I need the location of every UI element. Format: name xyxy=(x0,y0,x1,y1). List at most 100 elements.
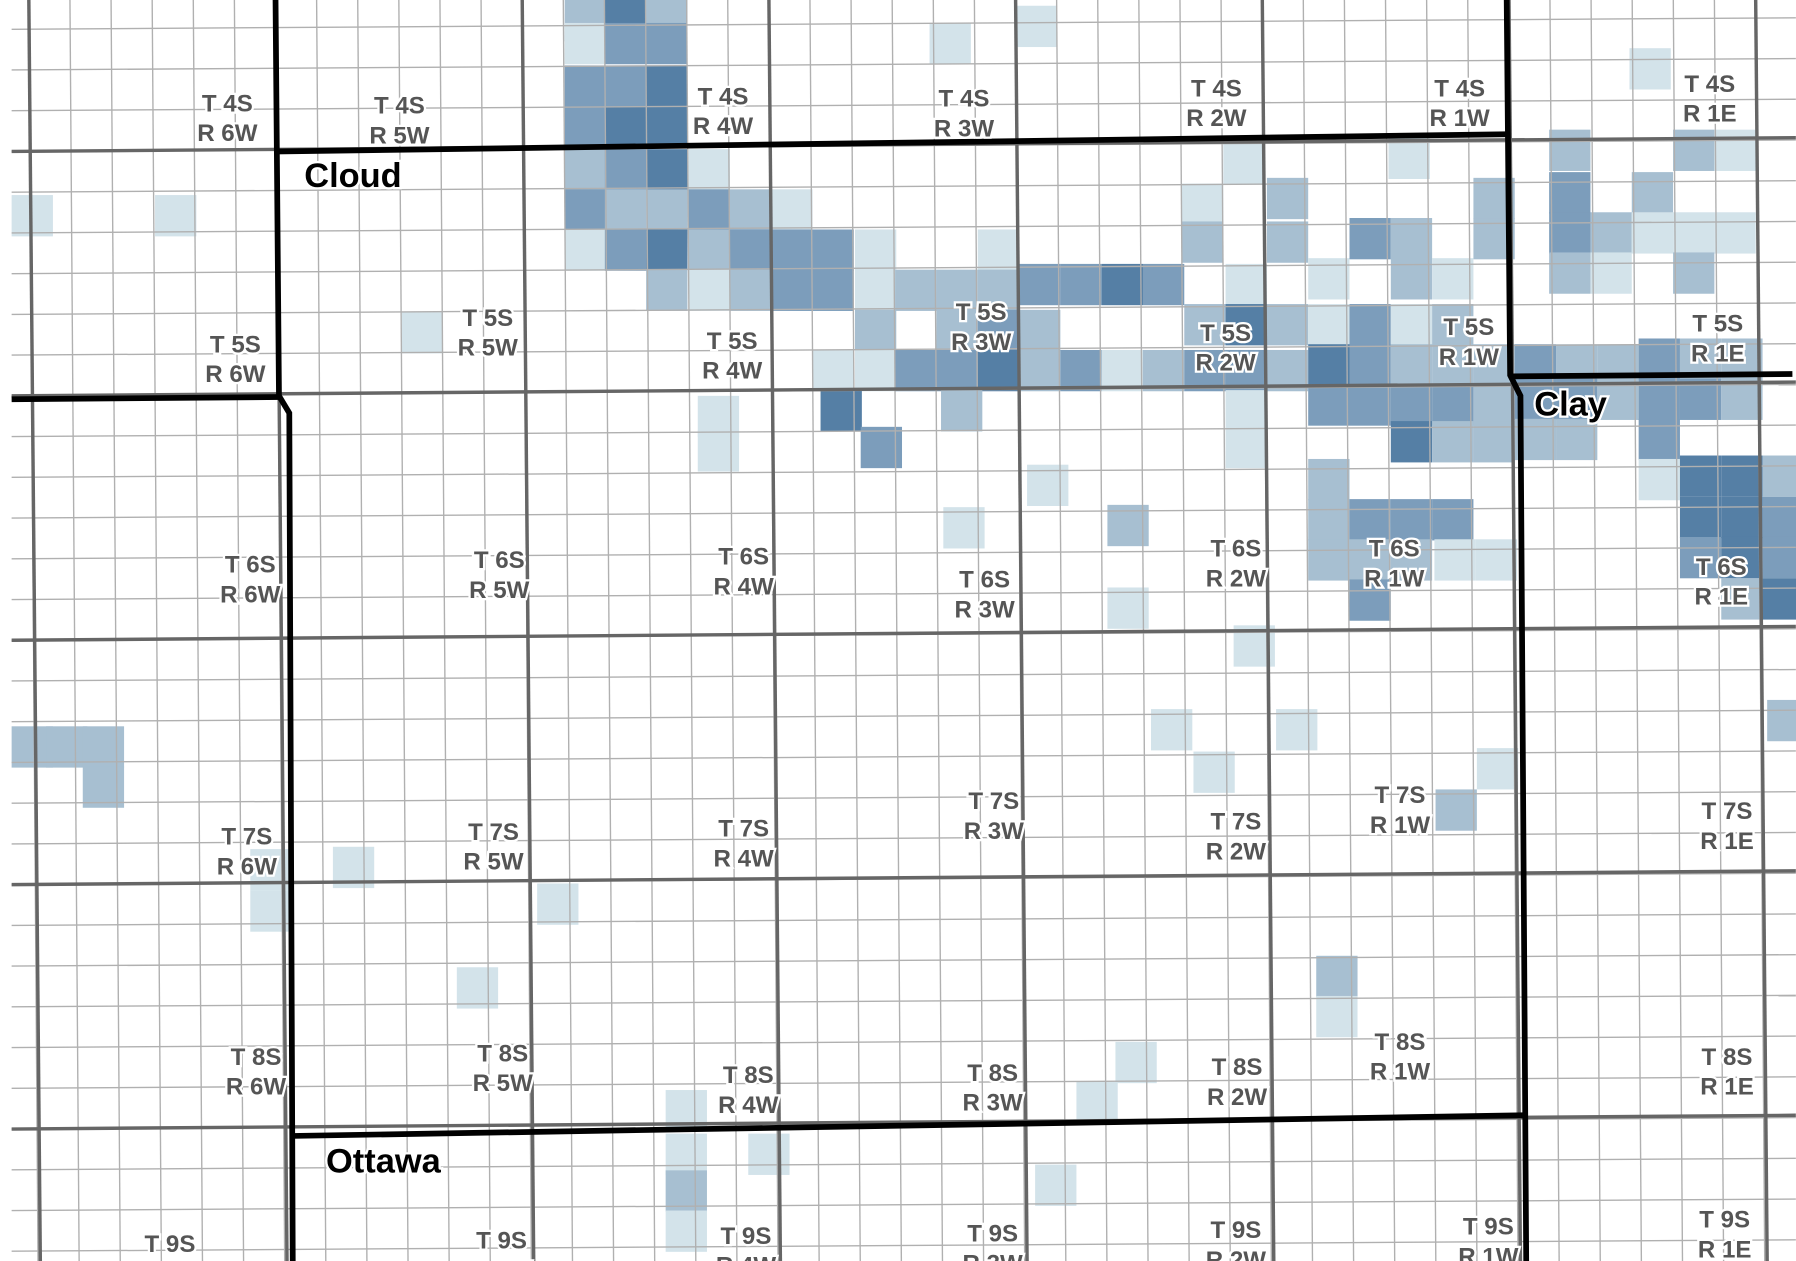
shaded-section xyxy=(604,106,647,149)
range-label: R 4W xyxy=(702,358,762,385)
range-label: R 2W xyxy=(1206,838,1266,865)
shaded-section xyxy=(1223,143,1265,185)
shaded-section xyxy=(1432,304,1474,346)
shaded-section xyxy=(1266,304,1309,346)
township-label: T 6S xyxy=(225,552,276,579)
shaded-section xyxy=(688,229,730,271)
range-label: R 1E xyxy=(1700,828,1754,855)
shaded-section xyxy=(1308,458,1350,501)
shaded-section xyxy=(820,390,862,432)
range-label: R 2W xyxy=(1186,105,1246,132)
range-label: R 4W xyxy=(693,113,753,140)
township-label: T 6S xyxy=(1369,535,1420,562)
shaded-section xyxy=(1435,789,1477,831)
township-label: T 6S xyxy=(1696,554,1747,581)
range-label: R 6W xyxy=(197,120,257,147)
township-label: T 6S xyxy=(474,547,525,574)
range-label: R 4W xyxy=(714,845,774,872)
township-label: T 7S xyxy=(468,819,519,846)
shaded-section xyxy=(936,269,978,311)
section-line xyxy=(11,1076,1796,1090)
shaded-section xyxy=(155,195,197,237)
county-name: Clay xyxy=(1534,385,1607,423)
shaded-section xyxy=(854,229,897,271)
shaded-section xyxy=(1721,496,1763,539)
shaded-section xyxy=(1638,418,1680,461)
township-label: T 9S xyxy=(145,1231,196,1258)
shaded-section xyxy=(1432,384,1474,426)
township-label: T 6S xyxy=(1210,535,1261,562)
shaded-section xyxy=(1181,183,1224,225)
shaded-section xyxy=(1308,499,1350,541)
township-label: T 5S xyxy=(1692,311,1743,338)
range-label: R 1E xyxy=(1683,101,1737,128)
township-line xyxy=(1013,0,1029,1261)
shaded-section xyxy=(1115,1041,1157,1084)
township-label: T 9S xyxy=(1699,1207,1750,1234)
section-line xyxy=(11,953,1796,967)
shaded-section xyxy=(771,229,813,271)
section-line xyxy=(11,1198,1796,1212)
shaded-section xyxy=(936,349,978,392)
county-line xyxy=(1512,371,1793,380)
shaded-section xyxy=(688,189,730,231)
shaded-section xyxy=(1225,349,1267,392)
township-line xyxy=(520,0,536,1261)
shaded-section xyxy=(604,22,647,65)
shaded-section xyxy=(1225,304,1267,346)
township-line xyxy=(11,624,1796,642)
shaded-section xyxy=(1349,579,1391,621)
section-line xyxy=(727,0,738,1261)
shaded-section xyxy=(1390,218,1433,260)
shaded-section xyxy=(1101,349,1143,392)
section-line xyxy=(11,261,1796,275)
shaded-section xyxy=(1316,955,1358,998)
shaded-section xyxy=(46,726,88,768)
township-labels: T 4SR 6WT 4SR 5WT 4SR 4WT 4SR 3WT 4SR 2W… xyxy=(142,68,1756,1261)
shaded-section xyxy=(1308,384,1350,426)
township-label: T 4S xyxy=(939,86,990,113)
township-label: T 7S xyxy=(221,823,272,850)
shaded-section xyxy=(1767,699,1796,742)
section-line xyxy=(11,342,1796,356)
section-line xyxy=(192,0,204,1261)
section-line xyxy=(891,0,903,1261)
range-label: R 1W xyxy=(1370,812,1430,839)
shaded-section xyxy=(646,22,688,65)
range-label: R 1E xyxy=(1698,1237,1752,1261)
shaded-section xyxy=(729,229,772,271)
shaded-section xyxy=(1225,426,1267,469)
shaded-section xyxy=(1181,221,1224,263)
shaded-section xyxy=(646,189,688,231)
shaded-section xyxy=(1107,504,1149,547)
shaded-sections xyxy=(11,0,1796,1252)
township-label: T 8S xyxy=(477,1040,528,1067)
range-label: R 5W xyxy=(469,577,529,604)
shaded-section xyxy=(1549,172,1591,214)
range-label: R 3W xyxy=(951,329,1011,356)
shaded-section xyxy=(1390,384,1433,426)
section-line xyxy=(11,750,1796,764)
shaded-section xyxy=(1434,539,1476,581)
township-label: T 8S xyxy=(1212,1054,1263,1081)
shaded-section xyxy=(564,22,606,65)
township-line xyxy=(1753,0,1769,1261)
county-line xyxy=(292,1112,1524,1139)
section-line xyxy=(11,791,1796,804)
shaded-section xyxy=(941,390,983,432)
section-line xyxy=(11,302,1796,316)
range-label: R 5W xyxy=(458,335,518,362)
shaded-section xyxy=(1076,1082,1118,1124)
township-label: T 7S xyxy=(1210,809,1261,836)
township-label: T 7S xyxy=(968,788,1019,815)
range-label: R 3W xyxy=(963,1090,1023,1117)
section-line xyxy=(1631,0,1643,1261)
shaded-section xyxy=(929,22,971,65)
range-label: R 4W xyxy=(716,1253,776,1261)
shaded-section xyxy=(688,149,730,191)
township-label: T 4S xyxy=(1684,71,1735,98)
shaded-section xyxy=(1762,578,1796,620)
shaded-section xyxy=(646,229,688,271)
shaded-section xyxy=(1679,536,1722,579)
